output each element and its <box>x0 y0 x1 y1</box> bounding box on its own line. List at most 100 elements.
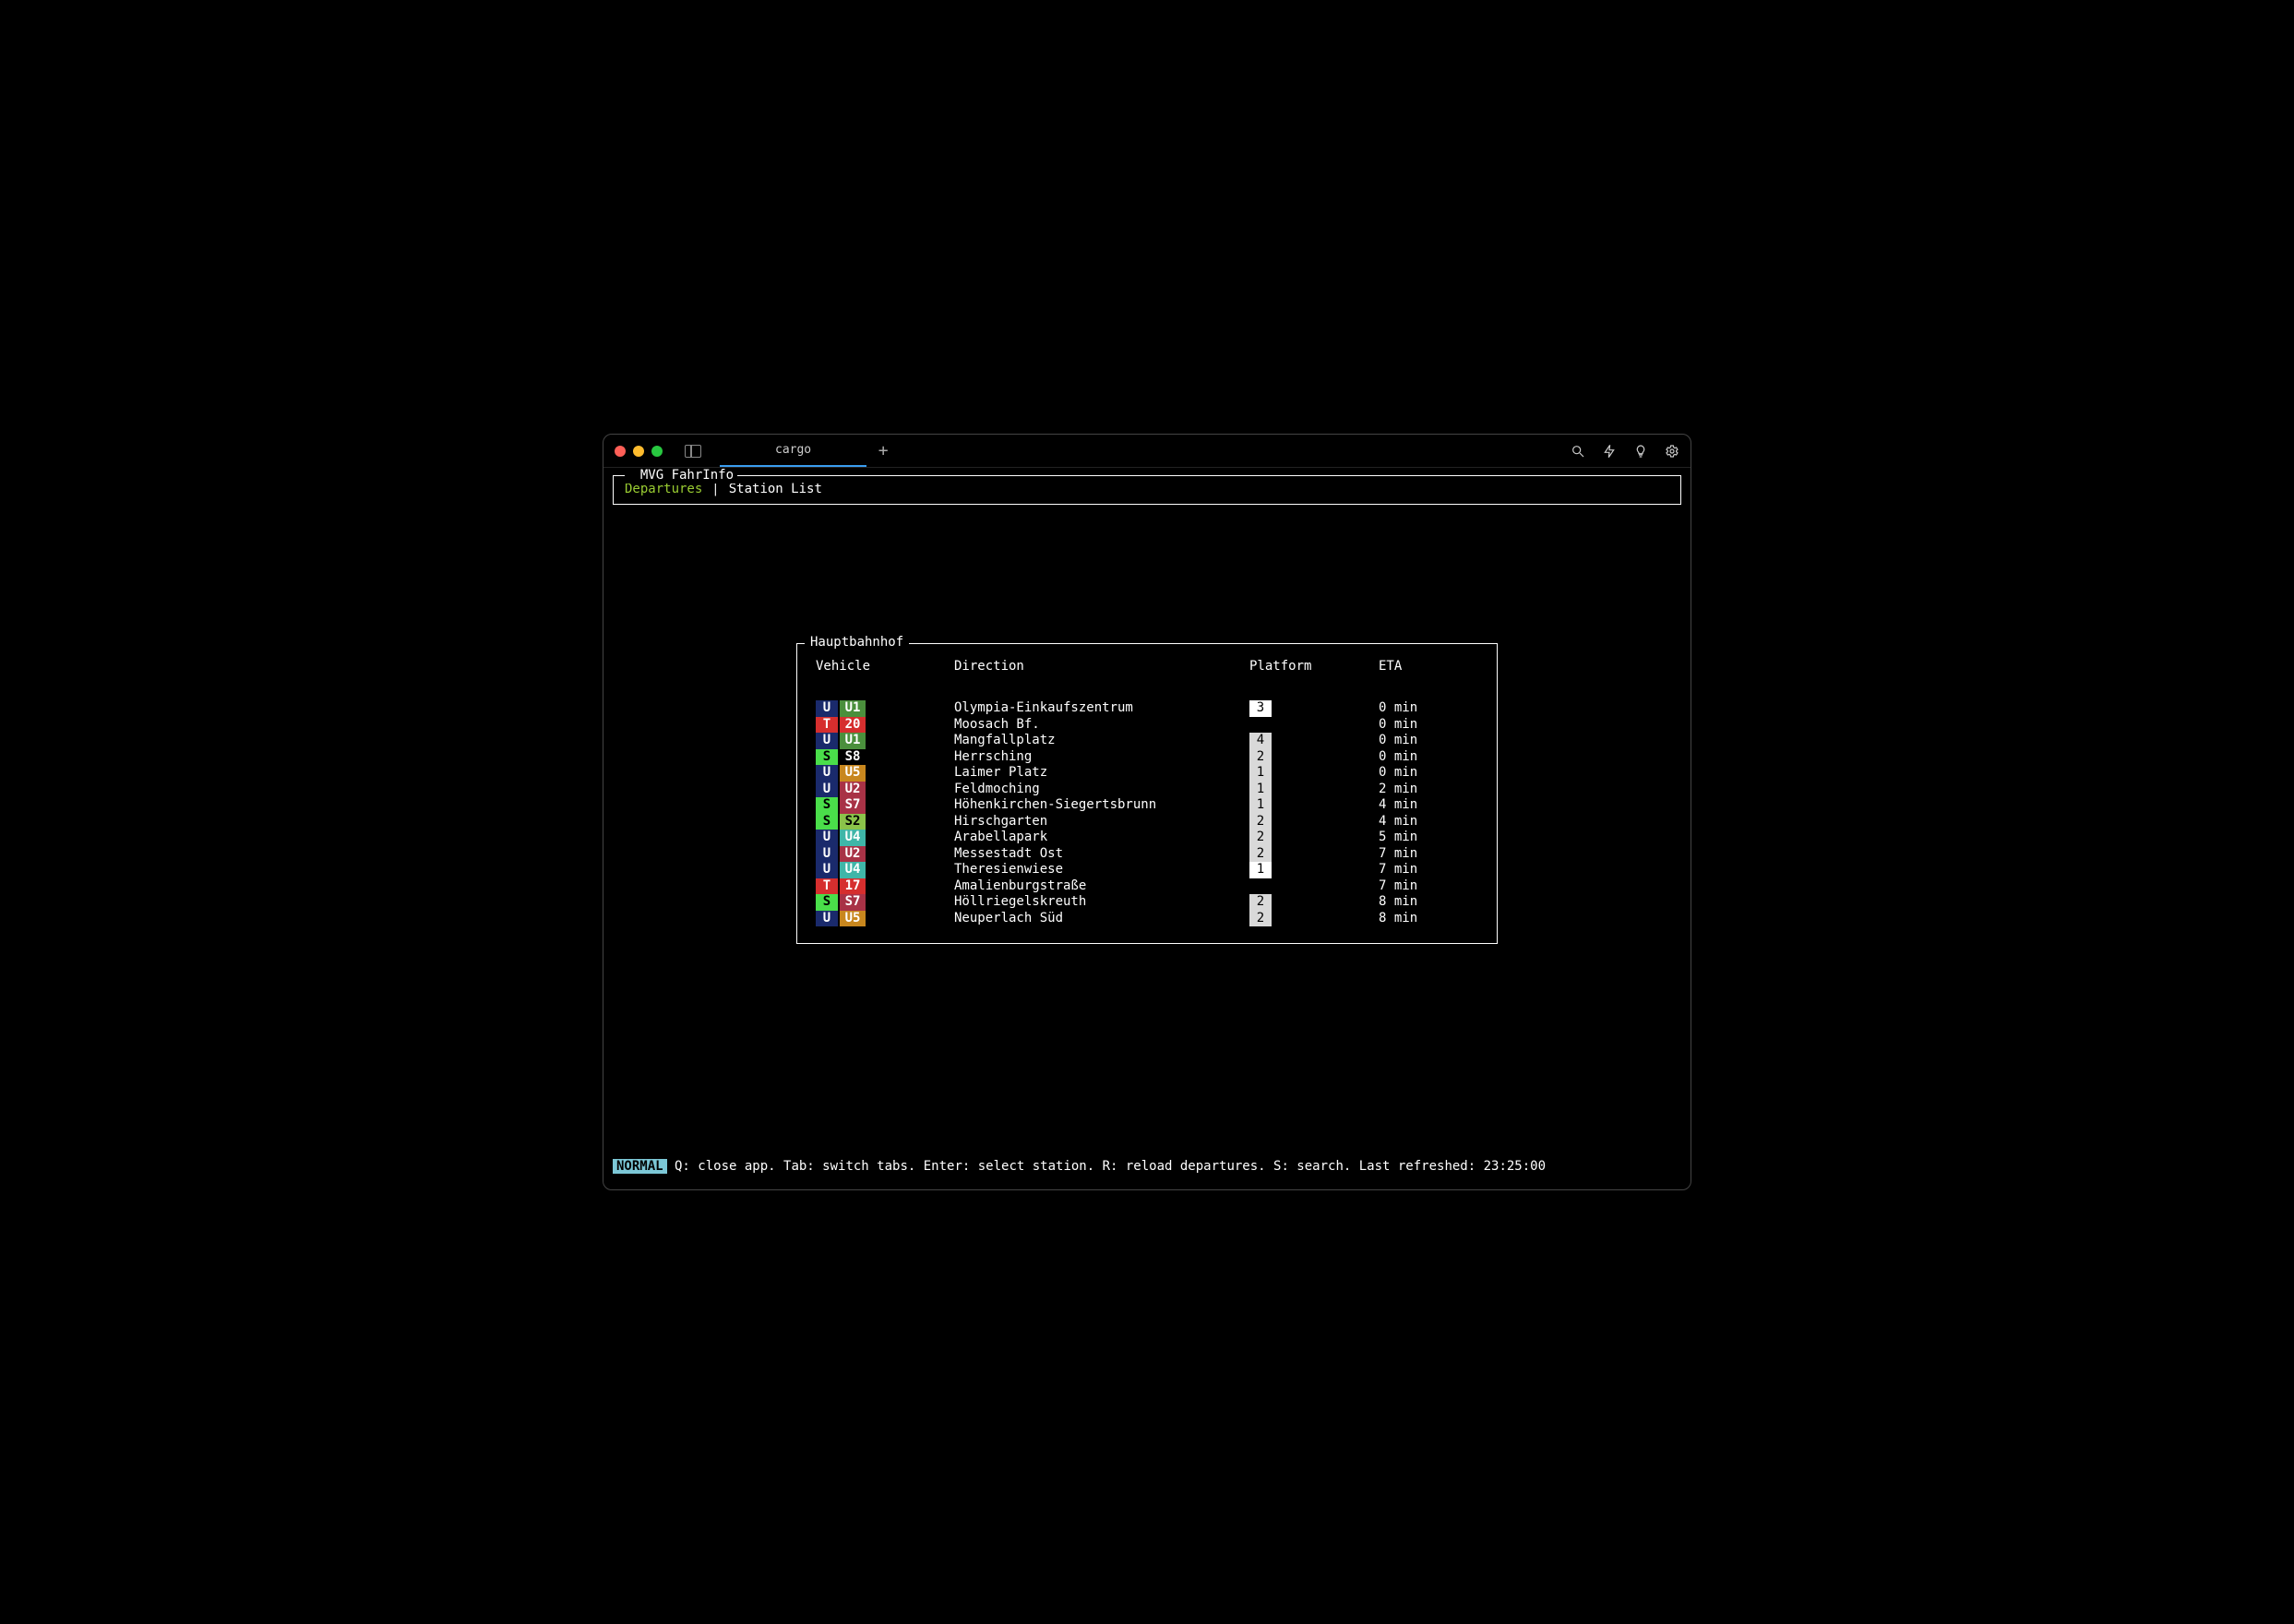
vehicle-type-badge: S <box>816 797 838 814</box>
gear-icon[interactable] <box>1665 444 1679 459</box>
platform-badge: 1 <box>1249 765 1272 782</box>
table-header-row: Vehicle Direction Platform ETA <box>816 655 1478 701</box>
table-row[interactable]: UU2Feldmoching12 min <box>816 782 1478 798</box>
maximize-button[interactable] <box>651 446 663 457</box>
terminal-content: MVG FahrInfo Departures │ Station List H… <box>603 468 1691 1189</box>
close-button[interactable] <box>615 446 626 457</box>
col-header-platform: Platform <box>1249 655 1379 701</box>
direction-cell: Hirschgarten <box>954 814 1249 830</box>
line-badge: U2 <box>840 846 866 863</box>
table-row[interactable]: UU4Arabellapark25 min <box>816 830 1478 846</box>
line-badge: S2 <box>840 814 866 830</box>
vehicle-type-badge: U <box>816 733 838 749</box>
platform-badge: 4 <box>1249 733 1272 749</box>
table-row[interactable]: UU1 Mangfallplatz4 0 min <box>816 733 1478 749</box>
table-row[interactable]: SS2 Hirschgarten2 4 min <box>816 814 1478 830</box>
table-row[interactable]: T17Amalienburgstraße7 min <box>816 878 1478 895</box>
status-bar: NORMAL Q: close app. Tab: switch tabs. E… <box>613 1155 1681 1183</box>
eta-cell: 4 min <box>1379 814 1478 830</box>
direction-cell: Höhenkirchen-Siegertsbrunn <box>954 797 1249 814</box>
vehicle-type-badge: U <box>816 765 838 782</box>
direction-cell: Herrsching <box>954 749 1249 766</box>
direction-cell: Höllriegelskreuth <box>954 894 1249 911</box>
platform-badge: 1 <box>1249 862 1272 878</box>
bulb-icon[interactable] <box>1633 444 1648 459</box>
panes-icon[interactable] <box>685 445 701 458</box>
eta-cell: 8 min <box>1379 911 1478 927</box>
line-badge: S8 <box>840 749 866 766</box>
vehicle-type-badge: S <box>816 749 838 766</box>
app-header-box: MVG FahrInfo Departures │ Station List <box>613 475 1681 505</box>
table-row[interactable]: SS7Höhenkirchen-Siegertsbrunn14 min <box>816 797 1478 814</box>
search-icon[interactable] <box>1571 444 1585 459</box>
direction-cell: Arabellapark <box>954 830 1249 846</box>
eta-cell: 0 min <box>1379 717 1478 734</box>
departures-box: Hauptbahnhof Vehicle Direction Platform … <box>796 643 1498 945</box>
tab-separator: │ <box>704 482 726 498</box>
vehicle-type-badge: U <box>816 862 838 878</box>
table-row[interactable]: SS7Höllriegelskreuth28 min <box>816 894 1478 911</box>
platform-badge: 2 <box>1249 749 1272 766</box>
vehicle-type-badge: U <box>816 830 838 846</box>
table-row[interactable]: UU1Olympia-Einkaufszentrum30 min <box>816 700 1478 717</box>
window-tab-active[interactable]: cargo <box>720 435 866 467</box>
vehicle-type-badge: T <box>816 878 838 895</box>
vehicle-type-badge: U <box>816 911 838 927</box>
line-badge: U4 <box>840 830 866 846</box>
mode-indicator: NORMAL <box>613 1159 667 1174</box>
platform-badge: 2 <box>1249 846 1272 863</box>
tab-departures[interactable]: Departures <box>623 482 704 498</box>
direction-cell: Mangfallplatz <box>954 733 1249 749</box>
app-title: MVG FahrInfo <box>625 468 737 484</box>
status-help-text: Q: close app. Tab: switch tabs. Enter: s… <box>667 1159 1546 1174</box>
departures-table: Vehicle Direction Platform ETA UU1Olympi… <box>816 655 1478 927</box>
platform-badge: 2 <box>1249 911 1272 927</box>
spacer <box>613 944 1681 1155</box>
eta-cell: 8 min <box>1379 894 1478 911</box>
eta-cell: 0 min <box>1379 733 1478 749</box>
table-row[interactable]: T20Moosach Bf.0 min <box>816 717 1478 734</box>
table-row[interactable]: UU5Laimer Platz10 min <box>816 765 1478 782</box>
table-row[interactable]: SS8 Herrsching2 0 min <box>816 749 1478 766</box>
platform-badge: 2 <box>1249 814 1272 830</box>
line-badge: U5 <box>840 765 866 782</box>
col-header-direction: Direction <box>954 655 1249 701</box>
platform-badge: 2 <box>1249 830 1272 846</box>
direction-cell: Messestadt Ost <box>954 846 1249 863</box>
vehicle-type-badge: S <box>816 814 838 830</box>
vehicle-type-badge: U <box>816 846 838 863</box>
eta-cell: 7 min <box>1379 862 1478 878</box>
line-badge: S7 <box>840 797 866 814</box>
departures-wrapper: Hauptbahnhof Vehicle Direction Platform … <box>613 643 1681 945</box>
station-name: Hauptbahnhof <box>805 635 909 651</box>
vehicle-type-badge: U <box>816 782 838 798</box>
tab-station-list[interactable]: Station List <box>727 482 824 498</box>
titlebar: cargo + <box>603 435 1691 468</box>
vehicle-type-badge: S <box>816 894 838 911</box>
vehicle-type-badge: U <box>816 700 838 717</box>
spacer <box>613 505 1681 643</box>
table-row[interactable]: UU5Neuperlach Süd28 min <box>816 911 1478 927</box>
line-badge: U2 <box>840 782 866 798</box>
direction-cell: Feldmoching <box>954 782 1249 798</box>
line-badge: U5 <box>840 911 866 927</box>
direction-cell: Olympia-Einkaufszentrum <box>954 700 1249 717</box>
new-tab-button[interactable]: + <box>866 435 900 467</box>
terminal-window: cargo + MVG FahrInfo Departures │ Statio… <box>603 434 1691 1190</box>
line-badge: U1 <box>840 733 866 749</box>
bolt-icon[interactable] <box>1602 444 1617 459</box>
line-badge: U1 <box>840 700 866 717</box>
eta-cell: 0 min <box>1379 765 1478 782</box>
eta-cell: 2 min <box>1379 782 1478 798</box>
eta-cell: 7 min <box>1379 846 1478 863</box>
window-tabs: cargo + <box>720 435 1571 467</box>
minimize-button[interactable] <box>633 446 644 457</box>
line-badge: 17 <box>840 878 866 895</box>
table-row[interactable]: UU2 Messestadt Ost2 7 min <box>816 846 1478 863</box>
titlebar-actions <box>1571 444 1679 459</box>
eta-cell: 0 min <box>1379 749 1478 766</box>
table-row[interactable]: UU4Theresienwiese17 min <box>816 862 1478 878</box>
eta-cell: 7 min <box>1379 878 1478 895</box>
platform-badge: 1 <box>1249 797 1272 814</box>
line-badge: 20 <box>840 717 866 734</box>
